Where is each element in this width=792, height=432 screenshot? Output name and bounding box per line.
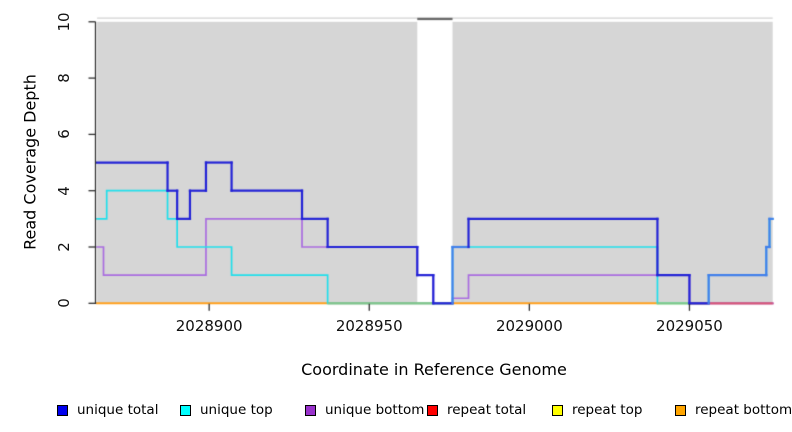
y-tick-label: 6	[55, 129, 73, 140]
y-tick-label: 4	[55, 185, 73, 196]
y-tick-label: 10	[55, 12, 73, 32]
x-axis-title: Coordinate in Reference Genome	[301, 360, 567, 379]
y-tick-label: 8	[55, 73, 73, 83]
x-tick-label: 2029000	[495, 317, 563, 335]
x-tick-label: 2028900	[175, 317, 243, 335]
y-tick-label: 0	[55, 298, 73, 309]
y-axis-title: Read Coverage Depth	[20, 74, 40, 250]
x-tick-label: 2029050	[656, 317, 723, 335]
x-tick-label: 2028950	[335, 317, 403, 335]
y-tick-label: 2	[55, 242, 73, 252]
